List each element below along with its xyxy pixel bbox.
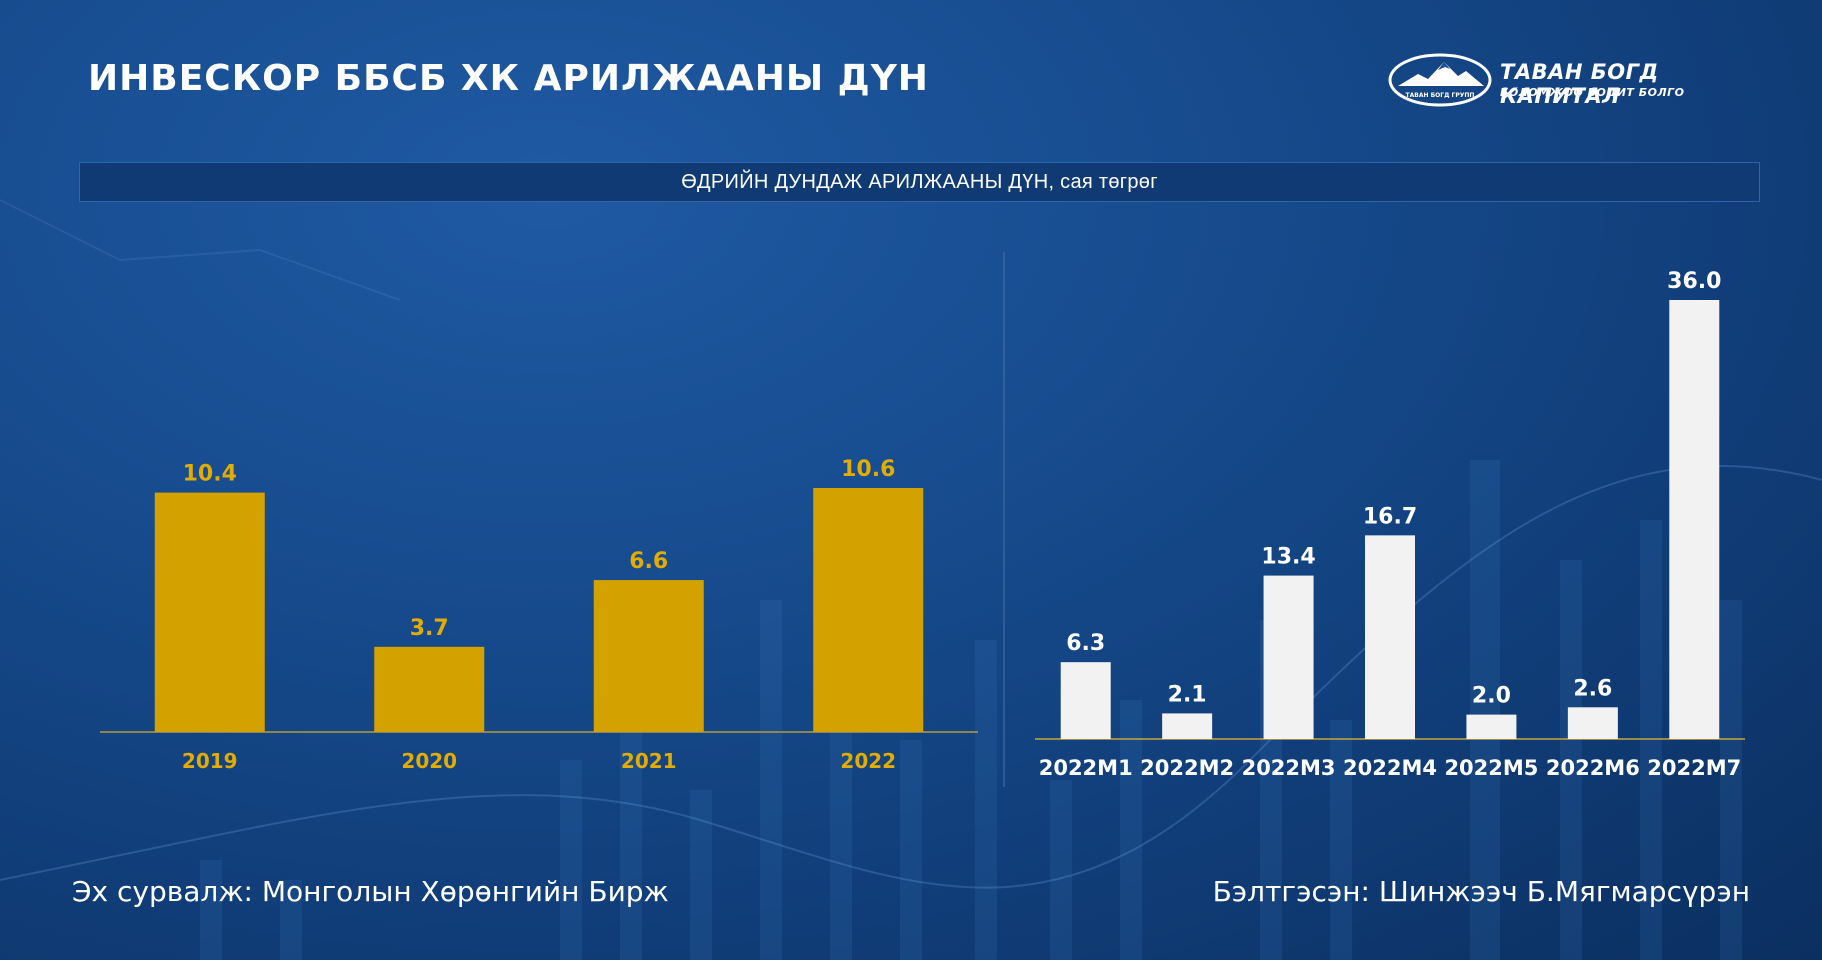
monthly-bar — [1567, 707, 1618, 739]
mountain-logo-icon: ТАВАН БОГД ГРУПП — [1388, 53, 1492, 107]
monthly-bar — [1365, 535, 1415, 739]
yearly-value-label: 10.4 — [183, 462, 237, 487]
monthly-bar — [1466, 714, 1517, 739]
monthly-bar — [1669, 300, 1720, 739]
monthly-category-label: 2022M3 — [1242, 756, 1336, 780]
author-note: Бэлтгэсэн: Шинжээч Б.Мягмарсүрэн — [1212, 875, 1750, 908]
monthly-value-label: 16.7 — [1363, 504, 1417, 529]
source-note: Эх сурвалж: Монголын Хөрөнгийн Бирж — [72, 875, 669, 908]
monthly-category-label: 2022M6 — [1546, 756, 1640, 780]
monthly-category-label: 2022M4 — [1343, 756, 1437, 780]
monthly-category-label: 2022M5 — [1444, 756, 1538, 780]
monthly-category-label: 2022M2 — [1140, 756, 1234, 780]
monthly-value-label: 36.0 — [1667, 269, 1721, 294]
yearly-category-label: 2021 — [621, 749, 677, 773]
yearly-bar — [813, 488, 924, 732]
company-logo: ТАВАН БОГД ГРУПП ТАВАН БОГД КАПИТАЛ БОЛО… — [1388, 52, 1758, 112]
chart-subtitle: ӨДРИЙН ДУНДАЖ АРИЛЖААНЫ ДҮН, сая төгрөг — [79, 162, 1760, 202]
yearly-category-label: 2022 — [840, 749, 896, 773]
yearly-bar — [374, 646, 485, 732]
yearly-bar — [154, 492, 265, 732]
monthly-value-label: 2.6 — [1573, 676, 1612, 701]
monthly-bar — [1060, 662, 1111, 739]
logo-company-name: ТАВАН БОГД КАПИТАЛ — [1500, 60, 1659, 108]
logo-tagline: БОЛОМЖОО БОДИТ БОЛГО — [1500, 86, 1685, 99]
monthly-value-label: 13.4 — [1261, 545, 1315, 570]
monthly-category-label: 2022M7 — [1647, 756, 1741, 780]
monthly-bar — [1263, 575, 1314, 739]
chart-divider — [1003, 252, 1005, 787]
monthly-value-label: 2.0 — [1472, 684, 1511, 709]
yearly-value-label: 3.7 — [410, 616, 449, 641]
logo-badge-text: ТАВАН БОГД ГРУПП — [1406, 92, 1475, 99]
yearly-value-label: 10.6 — [841, 457, 895, 482]
page-title: ИНВЕСКОР ББСБ ХК АРИЛЖААНЫ ДҮН — [88, 58, 929, 99]
yearly-value-label: 6.6 — [629, 549, 668, 574]
yearly-category-label: 2020 — [401, 749, 457, 773]
monthly-bar — [1162, 713, 1213, 739]
monthly-value-label: 2.1 — [1168, 682, 1207, 707]
monthly-category-label: 2022M1 — [1039, 756, 1133, 780]
monthly-value-label: 6.3 — [1066, 631, 1105, 656]
yearly-category-label: 2019 — [182, 749, 238, 773]
yearly-bar — [593, 580, 704, 732]
